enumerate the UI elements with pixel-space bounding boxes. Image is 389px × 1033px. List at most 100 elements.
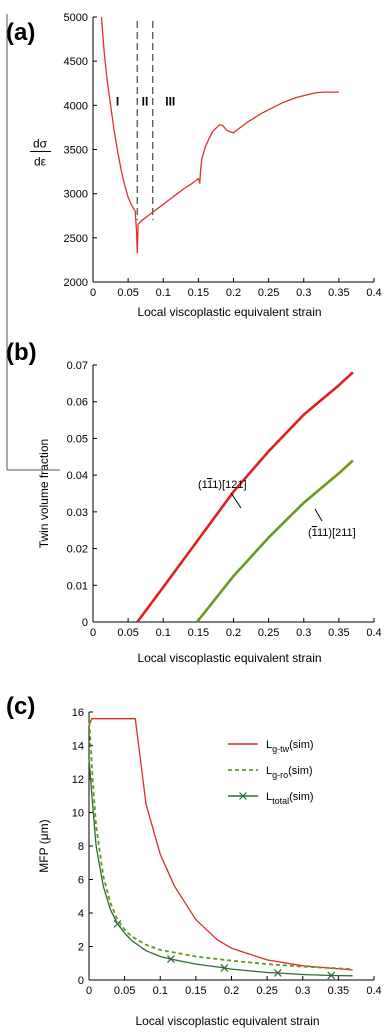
legend-label-main: L bbox=[266, 739, 272, 751]
region-label: II bbox=[142, 94, 149, 108]
legend-label: Lg-tw(sim) bbox=[266, 739, 314, 754]
legend-label-tail: (sim) bbox=[289, 739, 313, 751]
y-tick-label: 3000 bbox=[64, 189, 88, 201]
annotation-part: ( bbox=[308, 527, 312, 539]
legend-label-tail: (sim) bbox=[289, 791, 313, 803]
marker-stroke bbox=[273, 969, 282, 977]
y-tick-label: 0.07 bbox=[67, 360, 88, 372]
y-tick-label: 3500 bbox=[64, 145, 88, 157]
series-marker-x bbox=[220, 964, 229, 972]
y-tick-label: 2 bbox=[78, 942, 84, 954]
legend-label-sub: g-ro bbox=[272, 770, 288, 780]
y-axis-label: Twin volume fraction bbox=[37, 439, 51, 548]
marker-stroke bbox=[220, 964, 229, 972]
y-tick-label: 4000 bbox=[64, 100, 88, 112]
chart-panel-2: (b) 0 0.05 0.1 0.15 0.2 0.25 0.3 0.35 0.4 0 0.01 0.0… bbox=[6, 339, 382, 665]
series-annotation: (111)[211] bbox=[308, 527, 356, 539]
x-tick-label: 0.2 bbox=[226, 627, 241, 639]
y-tick-label: 0 bbox=[78, 975, 84, 987]
x-tick-label: 0.15 bbox=[185, 985, 206, 997]
x-tick-label: 0.15 bbox=[188, 287, 209, 299]
legend-label: Ltotal(sim) bbox=[266, 791, 314, 806]
x-tick-label: 0.3 bbox=[296, 627, 311, 639]
x-tick-label: 0.25 bbox=[258, 287, 279, 299]
annotation-part: 1)[121] bbox=[212, 479, 246, 491]
x-tick-label: 0.25 bbox=[258, 627, 279, 639]
annotation-leader bbox=[230, 492, 242, 509]
y-axis-label: MFP (μm) bbox=[37, 819, 51, 872]
panel-letter: (b) bbox=[6, 339, 37, 366]
annotation-part: 11)[211] bbox=[317, 527, 356, 539]
legend-label-main: L bbox=[266, 765, 272, 777]
region-label: I bbox=[116, 94, 119, 108]
legend-label-sub: total bbox=[272, 796, 289, 806]
x-axis-label: Local viscoplastic equivalent strain bbox=[135, 1014, 319, 1028]
y-axis-label-numerator: dσ bbox=[33, 137, 48, 151]
x-tick-label: 0.2 bbox=[224, 985, 239, 997]
panel-letter: (c) bbox=[6, 693, 35, 720]
x-tick-label: 0.15 bbox=[188, 627, 209, 639]
y-tick-label: 0.06 bbox=[67, 397, 88, 409]
y-tick-label: 0 bbox=[82, 617, 88, 629]
y-tick-label: 2000 bbox=[64, 277, 88, 289]
y-tick-label: 4 bbox=[78, 908, 84, 920]
y-tick-label: 16 bbox=[72, 707, 84, 719]
y-tick-label: 0.01 bbox=[67, 580, 88, 592]
series-marker-x bbox=[113, 919, 122, 928]
series-marker-x bbox=[327, 971, 336, 980]
x-tick-label: 0.1 bbox=[156, 627, 171, 639]
series-line-1 bbox=[100, 16, 339, 254]
x-tick-label: 0 bbox=[86, 985, 92, 997]
series-marker-x bbox=[167, 955, 175, 963]
series-annotation: (111)[121] bbox=[198, 479, 247, 491]
chart-panel-1: (a) 0 0.05 0.1 0.15 0.2 0.25 0.3 0.35 0.4 2000 2500… bbox=[6, 12, 382, 319]
marker-stroke bbox=[113, 919, 122, 928]
series-line-1 bbox=[88, 718, 353, 971]
x-axis-label: Local viscoplastic equivalent strain bbox=[137, 651, 321, 665]
legend-label: Lg-ro(sim) bbox=[266, 765, 313, 780]
panel-letter: (a) bbox=[6, 19, 35, 46]
annotation-leader bbox=[314, 508, 323, 522]
x-tick-label: 0.05 bbox=[114, 985, 135, 997]
x-tick-label: 0.35 bbox=[328, 627, 349, 639]
series-line-2 bbox=[88, 715, 353, 970]
x-tick-label: 0.1 bbox=[156, 287, 171, 299]
y-tick-label: 0.02 bbox=[67, 544, 88, 556]
series-line-2 bbox=[195, 459, 354, 623]
y-tick-label: 0.05 bbox=[67, 433, 88, 445]
x-tick-label: 0.3 bbox=[296, 287, 311, 299]
x-tick-label: 0.4 bbox=[366, 985, 381, 997]
chart-panel-3: (c) 0 0.05 0.1 0.15 0.2 0.25 0.3 0.35 0.4 0 2 4 6 8 10 1… bbox=[6, 693, 382, 1028]
annotation-part: (1 bbox=[198, 479, 208, 491]
x-tick-label: 0.1 bbox=[153, 985, 168, 997]
x-tick-label: 0.05 bbox=[117, 287, 138, 299]
y-tick-label: 0.04 bbox=[67, 470, 88, 482]
x-tick-label: 0.2 bbox=[226, 287, 241, 299]
series-line-1 bbox=[136, 371, 354, 623]
x-axis-label: Local viscoplastic equivalent strain bbox=[137, 305, 321, 319]
annotation-part: 1 bbox=[312, 527, 318, 539]
y-tick-label: 6 bbox=[78, 875, 84, 887]
y-tick-label: 8 bbox=[78, 841, 84, 853]
legend-label-tail: (sim) bbox=[288, 765, 312, 777]
legend-label-sub: g-tw bbox=[272, 744, 290, 754]
y-tick-label: 2500 bbox=[64, 233, 88, 245]
x-tick-label: 0.4 bbox=[366, 287, 381, 299]
marker-stroke bbox=[167, 955, 175, 963]
x-tick-label: 0 bbox=[90, 287, 96, 299]
annotation-part: 1 bbox=[207, 479, 213, 491]
x-tick-label: 0.25 bbox=[256, 985, 277, 997]
series-marker-x bbox=[273, 969, 282, 977]
legend-label-main: L bbox=[266, 791, 272, 803]
x-tick-label: 0.4 bbox=[366, 627, 381, 639]
region-label: III bbox=[165, 94, 175, 108]
x-tick-label: 0.05 bbox=[117, 627, 138, 639]
y-tick-label: 14 bbox=[72, 741, 84, 753]
marker-stroke bbox=[327, 971, 336, 980]
y-tick-label: 5000 bbox=[64, 12, 88, 24]
y-tick-label: 12 bbox=[72, 774, 84, 786]
y-tick-label: 10 bbox=[72, 808, 84, 820]
x-tick-label: 0.3 bbox=[295, 985, 310, 997]
y-axis-label-denominator: dε bbox=[34, 155, 47, 169]
